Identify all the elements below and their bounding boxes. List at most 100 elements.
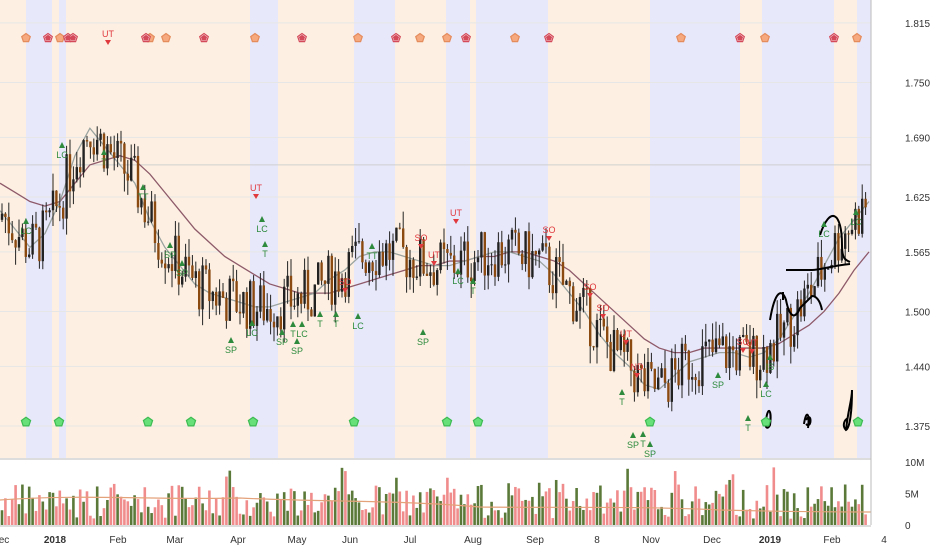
candle-body-55 bbox=[187, 256, 191, 266]
candle-body-107 bbox=[364, 262, 367, 273]
time-tick-9: Sep bbox=[526, 535, 544, 546]
candle-body-123 bbox=[419, 239, 422, 277]
candle-body-108 bbox=[368, 262, 371, 273]
top-marker-peach-10 bbox=[759, 32, 771, 43]
candle-body-95 bbox=[323, 280, 327, 284]
volume-bar-128 bbox=[435, 496, 439, 525]
time-tick-15: 4 bbox=[881, 535, 887, 546]
volume-bar-228 bbox=[775, 494, 779, 525]
annotation-21: SO bbox=[414, 233, 427, 243]
volume-bar-65 bbox=[221, 497, 225, 525]
candle-body-147 bbox=[500, 242, 503, 266]
candle-body-85 bbox=[289, 275, 293, 307]
candle-body-242 bbox=[823, 268, 826, 280]
band-blue-1 bbox=[59, 0, 66, 458]
candle-body-209 bbox=[711, 339, 714, 353]
annotation-arrow-27 bbox=[546, 236, 552, 241]
candle-body-28 bbox=[96, 139, 99, 155]
candle-body-91 bbox=[310, 309, 313, 317]
candle-body-208 bbox=[708, 339, 711, 342]
candle-body-227 bbox=[772, 343, 775, 362]
band-peach-1 bbox=[52, 0, 59, 458]
candle-body-149 bbox=[507, 239, 510, 265]
candle-body-101 bbox=[344, 277, 347, 297]
volume-bar-145 bbox=[493, 510, 497, 525]
candle-body-186 bbox=[633, 370, 636, 393]
candle-body-190 bbox=[646, 362, 650, 392]
volume-bar-195 bbox=[663, 514, 667, 525]
candle-body-237 bbox=[806, 284, 809, 289]
annotation-arrow-35 bbox=[647, 441, 653, 447]
volume-bar-146 bbox=[497, 510, 500, 525]
candle-body-139 bbox=[473, 262, 476, 282]
annotation-arrow-32 bbox=[619, 389, 625, 395]
candle-body-192 bbox=[653, 368, 656, 389]
time-tick-13: 2019 bbox=[759, 535, 782, 546]
candle-body-90 bbox=[306, 269, 310, 310]
candle-body-53 bbox=[181, 276, 184, 285]
price-tick-5: 1.500 bbox=[905, 307, 930, 318]
volume-bar-103 bbox=[350, 490, 354, 525]
candle-body-162 bbox=[551, 285, 554, 294]
annotation-arrow-26 bbox=[470, 278, 476, 284]
volume-bar-74 bbox=[252, 507, 255, 525]
signal-markers bbox=[20, 32, 864, 427]
volume-bar-166 bbox=[565, 498, 568, 525]
volume-bar-105 bbox=[357, 502, 361, 525]
candle-body-136 bbox=[463, 241, 466, 251]
volume-bar-123 bbox=[418, 492, 422, 525]
volume-bar-89 bbox=[303, 491, 306, 525]
volume-bar-153 bbox=[520, 500, 524, 525]
candle-body-71 bbox=[242, 292, 245, 314]
annotation-arrow-29 bbox=[600, 314, 606, 319]
candle-body-118 bbox=[402, 228, 405, 248]
volume-bar-226 bbox=[769, 511, 772, 525]
band-peach-5 bbox=[470, 0, 476, 458]
volume-bar-162 bbox=[551, 518, 555, 525]
volume-bar-220 bbox=[748, 508, 752, 525]
volume-bar-204 bbox=[694, 486, 697, 525]
candle-body-240 bbox=[816, 256, 820, 287]
candle-body-5 bbox=[17, 236, 21, 248]
bottom-marker-9 bbox=[760, 416, 772, 427]
volume-bar-58 bbox=[197, 486, 201, 525]
annotation-arrow-43 bbox=[853, 209, 859, 215]
annotation-arrow-0 bbox=[105, 40, 111, 45]
volume-bar-213 bbox=[724, 484, 728, 525]
candle-body-145 bbox=[493, 264, 497, 277]
candle-body-164 bbox=[558, 257, 561, 262]
volume-bars bbox=[0, 467, 872, 525]
candle-body-135 bbox=[459, 250, 463, 275]
candle-body-68 bbox=[232, 278, 235, 282]
annotation-arrow-22 bbox=[431, 261, 437, 266]
annotation-12: SP bbox=[276, 337, 288, 347]
annotation-arrow-39 bbox=[745, 415, 751, 421]
volume-bar-234 bbox=[796, 508, 799, 525]
volume-bar-76 bbox=[259, 493, 262, 525]
candle-body-210 bbox=[714, 338, 718, 353]
candle-body-195 bbox=[663, 368, 667, 383]
volume-bar-165 bbox=[561, 483, 565, 525]
volume-bar-25 bbox=[85, 491, 89, 525]
candle-body-199 bbox=[677, 369, 680, 386]
volume-bar-180 bbox=[612, 502, 616, 525]
volume-bar-45 bbox=[153, 507, 157, 525]
time-tick-10: 8 bbox=[594, 535, 600, 546]
candle-body-182 bbox=[619, 334, 622, 351]
annotation-arrow-1 bbox=[101, 149, 107, 155]
volume-bar-63 bbox=[214, 498, 218, 525]
volume-bar-73 bbox=[248, 515, 252, 525]
volume-bar-163 bbox=[554, 479, 558, 525]
candle-body-100 bbox=[340, 277, 344, 292]
volume-bar-245 bbox=[833, 507, 837, 525]
bottom-marker-7 bbox=[472, 416, 484, 427]
candle-body-26 bbox=[89, 141, 92, 148]
volume-bar-81 bbox=[276, 493, 279, 525]
candle-body-61 bbox=[208, 269, 211, 302]
volume-tick-1: 5M bbox=[905, 490, 919, 501]
annotation-16: T bbox=[317, 319, 323, 329]
candle-body-106 bbox=[361, 241, 364, 263]
candle-body-180 bbox=[612, 329, 616, 371]
